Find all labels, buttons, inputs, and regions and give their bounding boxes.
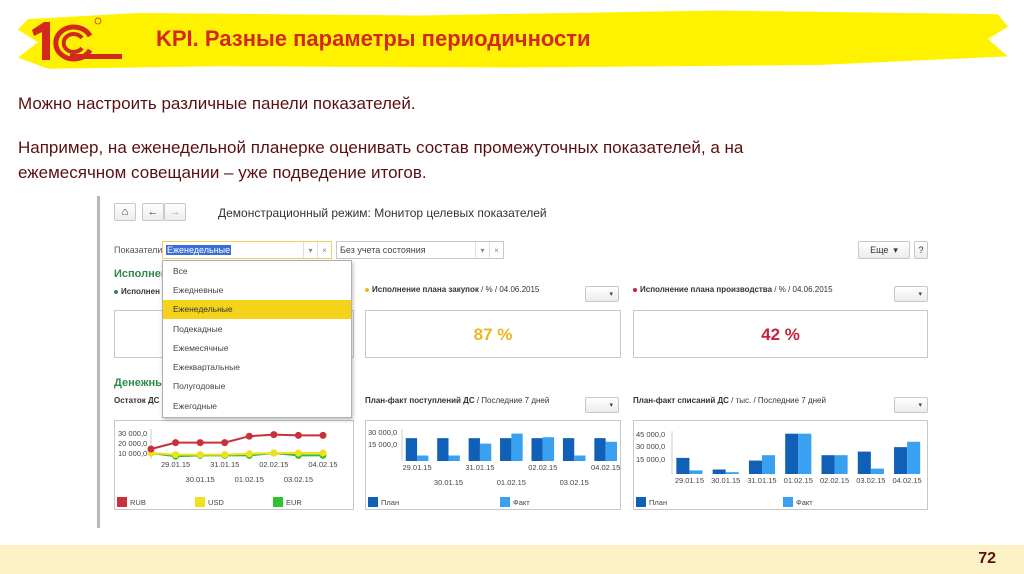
svg-text:01.02.15: 01.02.15	[497, 478, 526, 487]
svg-text:02.02.15: 02.02.15	[259, 460, 288, 469]
dropdown-option[interactable]: Все	[173, 265, 188, 276]
forward-arrow-icon: →	[169, 206, 181, 218]
svg-text:04.02.15: 04.02.15	[308, 460, 337, 469]
svg-text:USD: USD	[208, 498, 224, 507]
widget-value-box-2: 87 %	[365, 310, 621, 358]
kpi-value-purchases: 87 %	[473, 325, 513, 344]
svg-text:29.01.15: 29.01.15	[675, 476, 704, 485]
svg-text:30.01.15: 30.01.15	[711, 476, 740, 485]
clear-icon[interactable]: ×	[489, 242, 503, 258]
state-select[interactable]: Без учета состояния ▾ ×	[336, 241, 504, 259]
status-dot-icon	[114, 289, 118, 294]
widget-menu-button[interactable]: ▾	[585, 286, 619, 302]
svg-text:03.02.15: 03.02.15	[560, 478, 589, 487]
svg-text:30 000,0: 30 000,0	[118, 429, 147, 438]
paragraph-2-line-1: Например, на еженедельной планерке оцени…	[18, 138, 744, 157]
filter-label: Показатели:	[114, 245, 165, 255]
svg-text:29.01.15: 29.01.15	[402, 463, 431, 472]
svg-text:03.02.15: 03.02.15	[856, 476, 885, 485]
svg-text:03.02.15: 03.02.15	[284, 475, 313, 484]
svg-text:Факт: Факт	[796, 498, 813, 507]
svg-text:31.01.15: 31.01.15	[465, 463, 494, 472]
svg-text:30.01.15: 30.01.15	[434, 478, 463, 487]
dropdown-arrow-icon[interactable]: ▾	[303, 242, 317, 258]
svg-text:02.02.15: 02.02.15	[820, 476, 849, 485]
window-title: Демонстрационный режим: Монитор целевых …	[218, 206, 547, 220]
svg-text:30 000,0: 30 000,0	[636, 442, 665, 451]
svg-text:04.02.15: 04.02.15	[893, 476, 922, 485]
help-button[interactable]: ?	[914, 241, 928, 259]
title-banner	[18, 10, 1008, 69]
forward-button[interactable]: →	[164, 203, 186, 221]
dropdown-option[interactable]: Ежемесячные	[173, 342, 229, 353]
svg-text:EUR: EUR	[286, 498, 302, 507]
bar-chart-expense: 45 000,0 30 000,0 15 000,0 29.01.15 30.01.15…	[636, 430, 922, 507]
bar-chart-income-box: 30 000,0 15 000,0 29.01.15 30.01.15 31.01.15…	[365, 420, 621, 510]
svg-text:15 000,0: 15 000,0	[368, 440, 397, 449]
svg-text:29.01.15: 29.01.15	[161, 460, 190, 469]
svg-text:01.02.15: 01.02.15	[235, 475, 264, 484]
dropdown-arrow-icon[interactable]: ▾	[475, 242, 489, 258]
bar-chart-income: 30 000,0 15 000,0 29.01.1530.01.1531.01.15…	[368, 428, 620, 507]
dropdown-option[interactable]: Еженедельные	[163, 299, 351, 319]
dropdown-option[interactable]: Полугодовые	[173, 381, 226, 392]
svg-text:04.02.15: 04.02.15	[591, 463, 620, 472]
line-chart-box: 30 000,0 20 000,0 10 000,0 29.01.15 30.01.15…	[114, 420, 354, 510]
widget-title-2: Исполнение плана закупок / % / 04.06.201…	[365, 285, 539, 294]
dropdown-option[interactable]: Подекадные	[173, 323, 223, 334]
state-select-value: Без учета состояния	[340, 245, 426, 255]
svg-text:10 000,0: 10 000,0	[118, 449, 147, 458]
widget-value-box-3: 42 %	[633, 310, 928, 358]
more-button[interactable]: Еще ▾	[858, 241, 910, 259]
svg-text:План: План	[649, 498, 667, 507]
svg-text:20 000,0: 20 000,0	[118, 439, 147, 448]
page-number: 72	[978, 550, 996, 567]
back-button[interactable]: ←	[142, 203, 164, 221]
home-button[interactable]: ⌂	[114, 203, 136, 221]
status-dot-icon	[365, 287, 369, 292]
line-chart-remaining: 30 000,020 000,010 000,0 29.01.15 30.01.15…	[117, 429, 338, 507]
svg-text:31.01.15: 31.01.15	[210, 460, 239, 469]
section-title-cash: Денежны	[114, 377, 165, 389]
svg-text:15 000,0: 15 000,0	[636, 455, 665, 464]
chart-menu-button[interactable]: ▾	[585, 397, 619, 413]
chart-menu-button[interactable]: ▾	[894, 397, 928, 413]
indicators-select[interactable]: Еженедельные ▾ ×	[162, 241, 332, 259]
kpi-monitor-window: ⌂ ← → Демонстрационный режим: Монитор це…	[97, 196, 937, 528]
svg-text:02.02.15: 02.02.15	[528, 463, 557, 472]
svg-text:План: План	[381, 498, 399, 507]
widget-title-3: Исполнение плана производства / % / 04.0…	[633, 285, 833, 294]
svg-text:31.01.15: 31.01.15	[747, 476, 776, 485]
dropdown-option[interactable]: Ежеквартальные	[173, 362, 240, 373]
clear-icon[interactable]: ×	[317, 242, 331, 258]
svg-text:30 000,0: 30 000,0	[368, 428, 397, 437]
home-icon: ⌂	[121, 206, 129, 218]
paragraph-1: Можно настроить различные панели показат…	[18, 94, 416, 113]
chart-title-income: План-факт поступлений ДС / Последние 7 д…	[365, 396, 550, 405]
svg-text:30.01.15: 30.01.15	[186, 475, 215, 484]
periodicity-dropdown-menu: Все Ежедневные Еженедельные Подекадные Ежеме…	[162, 260, 352, 418]
kpi-value-production: 42 %	[761, 325, 800, 344]
dropdown-option[interactable]: Ежегодные	[173, 400, 218, 411]
back-arrow-icon: ←	[147, 206, 159, 218]
chart-title-expense: План-факт списаний ДС / тыс. / Последние…	[633, 396, 826, 405]
svg-text:Факт: Факт	[513, 498, 530, 507]
slide-title: KPI. Разные параметры периодичности	[156, 26, 591, 51]
status-dot-icon	[633, 287, 637, 292]
svg-text:01.02.15: 01.02.15	[784, 476, 813, 485]
section-title-kpi: Исполнен	[114, 268, 168, 280]
bar-chart-expense-box: 45 000,0 30 000,0 15 000,0 29.01.15 30.01.15…	[633, 420, 928, 510]
widget-menu-button[interactable]: ▾	[894, 286, 928, 302]
chart-title-remaining: Остаток ДС	[114, 396, 160, 405]
1c-logo-icon	[32, 17, 122, 62]
dropdown-option[interactable]: Ежедневные	[173, 284, 224, 295]
widget-title-1: Исполнен	[114, 287, 160, 296]
indicators-select-value: Еженедельные	[166, 245, 232, 255]
slide-footer: 72	[0, 545, 1024, 574]
paragraph-2-line-2: ежемесячном совещании – уже подведение и…	[18, 163, 427, 182]
svg-text:RUB: RUB	[130, 498, 146, 507]
svg-text:45 000,0: 45 000,0	[636, 430, 665, 439]
